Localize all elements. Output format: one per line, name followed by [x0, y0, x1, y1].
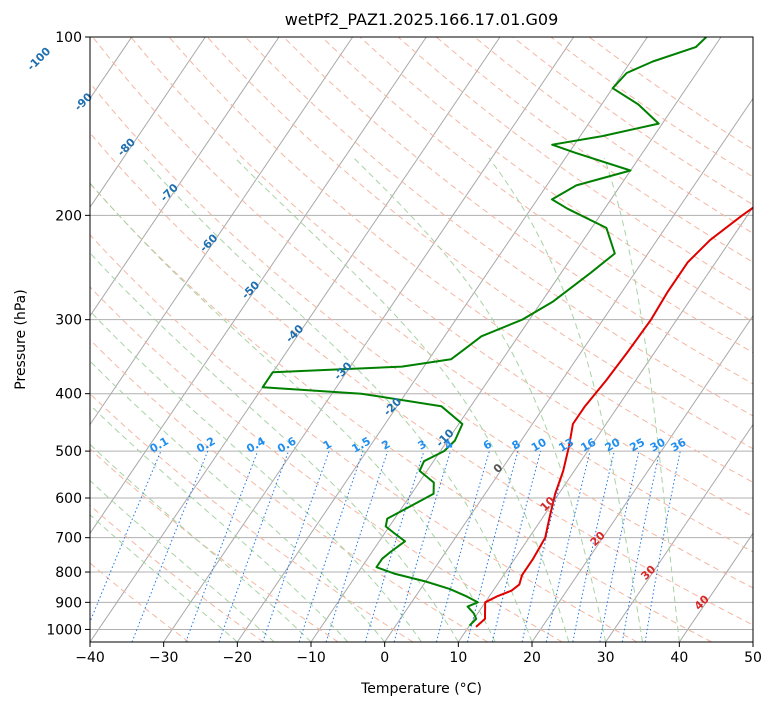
- moist-adiabat-line: [488, 157, 643, 642]
- x-tick-label: −30: [149, 650, 179, 666]
- dry-adiabat-line: [130, 37, 753, 518]
- mixing-ratio-line: [325, 450, 389, 642]
- temperature-profile-line: [475, 206, 753, 628]
- mixing-ratio-line: [90, 450, 162, 624]
- mixing-ratio-line: [185, 450, 259, 642]
- mixing-ratio-line: [364, 450, 425, 642]
- mixing-ratio-line: [521, 450, 569, 642]
- mixing-ratio-line: [393, 450, 451, 642]
- plot-area: [90, 37, 753, 642]
- moist-adiabat-line: [234, 157, 570, 642]
- mixing-ratio-line: [298, 450, 364, 642]
- y-axis-label: Pressure (hPa): [13, 289, 29, 389]
- x-tick-label: −40: [75, 650, 105, 666]
- y-tick-label: 300: [55, 313, 82, 329]
- isotherm-line: [0, 37, 58, 642]
- isotherm-line: [90, 37, 280, 317]
- dewpoint-profile-line: [261, 37, 707, 627]
- isotherm-line: [457, 206, 753, 642]
- dry-adiabat-line: [90, 182, 712, 642]
- mixing-ratio-line: [545, 450, 591, 642]
- isotherm-line: [752, 641, 753, 642]
- moist-adiabat-line: [90, 310, 422, 642]
- dry-adiabat-line: [359, 37, 753, 323]
- mixing-ratio-line: [491, 450, 542, 642]
- moist-adiabat-line: [90, 404, 349, 642]
- x-tick-label: −20: [223, 650, 253, 666]
- y-tick-label: 900: [55, 595, 82, 611]
- isotherm-line: [163, 37, 575, 642]
- mixing-ratio-line: [435, 450, 490, 642]
- x-tick-label: 0: [380, 650, 389, 666]
- y-tick-label: 1000: [46, 622, 82, 638]
- isotherm-label: -100: [25, 44, 54, 73]
- moist-adiabat-line: [90, 514, 238, 642]
- y-tick-label: 500: [55, 444, 82, 460]
- mixing-ratio-line: [262, 450, 330, 642]
- x-axis-label: Temperature (°C): [360, 681, 482, 697]
- moist-adiabat-line: [90, 252, 459, 642]
- x-tick-label: 10: [449, 650, 467, 666]
- dry-adiabat-line: [90, 234, 638, 642]
- moist-adiabat-line: [141, 157, 533, 642]
- dry-adiabat-line: [90, 132, 753, 626]
- y-tick-label: 800: [55, 565, 82, 581]
- isotherm-line: [310, 37, 722, 642]
- isotherm-line: [90, 37, 206, 209]
- background-lines: [0, 37, 753, 642]
- axes: −40 −30 −20 −10 0 10 20 30 40 50 100 200 300 400 500 60…: [46, 30, 762, 666]
- mixing-ratio-line: [467, 450, 519, 642]
- isotherm-line: [605, 423, 753, 642]
- x-tick-label: 50: [744, 650, 762, 666]
- isotherm-line: [236, 37, 648, 642]
- moist-adiabat-line: [90, 443, 312, 642]
- x-tick-label: 40: [670, 650, 688, 666]
- isotherm-line: [531, 315, 753, 642]
- x-tick-label: −10: [296, 650, 326, 666]
- dry-adiabat-line: [168, 37, 753, 483]
- x-tick-label: 30: [597, 650, 615, 666]
- isotherm-line: [384, 97, 753, 642]
- y-tick-label: 700: [55, 531, 82, 547]
- moist-adiabat-line: [90, 360, 386, 642]
- x-tick-label: 20: [523, 650, 541, 666]
- isotherm-line: [90, 37, 427, 535]
- chart-title: wetPf2_PAZ1.2025.166.17.01.G09: [285, 10, 559, 30]
- isotherm-line: [90, 37, 354, 426]
- dry-adiabat-line: [92, 37, 753, 553]
- y-tick-label: 200: [55, 208, 82, 224]
- plot-frame: [89, 36, 754, 643]
- mixing-ratio-line: [131, 450, 209, 642]
- mixing-ratio-line: [572, 450, 615, 642]
- dry-adiabat-line: [283, 37, 753, 385]
- dry-adiabat-line: [90, 82, 753, 589]
- moist-adiabat-line: [353, 157, 607, 642]
- y-tick-label: 400: [55, 387, 82, 403]
- moist-adiabat-line: [603, 157, 680, 642]
- y-tick-label: 600: [55, 491, 82, 507]
- mixing-ratio-line: [218, 450, 290, 642]
- dry-adiabat-line: [90, 504, 264, 642]
- isotherm-line: [678, 532, 753, 642]
- y-tick-label: 100: [55, 30, 82, 46]
- sounding-series: [261, 37, 753, 628]
